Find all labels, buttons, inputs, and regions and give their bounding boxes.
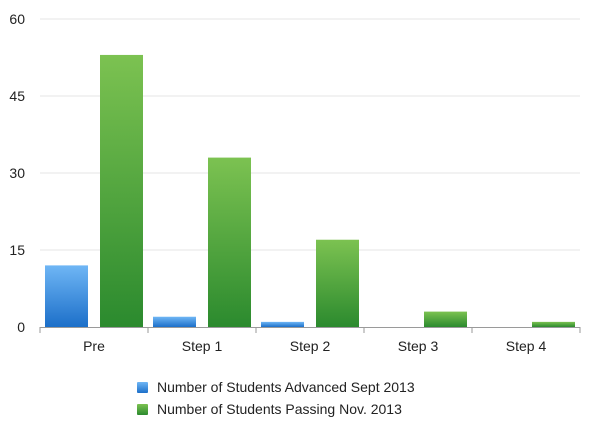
- legend-label-passing: Number of Students Passing Nov. 2013: [157, 401, 402, 417]
- bar-passing-step-4: [532, 321, 575, 327]
- legend-swatch-blue: [137, 381, 148, 393]
- bar-passing-step-3: [424, 311, 467, 327]
- x-tick-label: Step 4: [506, 338, 547, 354]
- bar-advanced-step-1: [153, 316, 196, 327]
- y-tick-label: 60: [9, 11, 25, 27]
- bars: [45, 54, 575, 327]
- y-tick-label: 15: [9, 242, 25, 258]
- y-tick-label: 45: [9, 88, 25, 104]
- legend-item-passing: Number of Students Passing Nov. 2013: [137, 398, 415, 420]
- legend-item-advanced: Number of Students Advanced Sept 2013: [137, 376, 415, 398]
- x-tick-label: Step 2: [290, 338, 331, 354]
- bar-advanced-step-2: [261, 321, 304, 327]
- legend-swatch-green: [137, 403, 148, 415]
- y-tick-label: 0: [17, 319, 25, 335]
- y-tick-label: 30: [9, 165, 25, 181]
- x-tick-label: Pre: [83, 338, 105, 354]
- legend: Number of Students Advanced Sept 2013 Nu…: [137, 376, 415, 420]
- y-axis-ticks: 0 15 30 45 60: [9, 11, 25, 335]
- bar-advanced-pre: [45, 265, 88, 327]
- legend-label-advanced: Number of Students Advanced Sept 2013: [157, 379, 415, 395]
- x-tick-label: Step 3: [398, 338, 439, 354]
- bar-passing-step-2: [316, 239, 359, 327]
- bar-passing-pre: [100, 54, 143, 327]
- x-tick-label: Step 1: [182, 338, 223, 354]
- bar-passing-step-1: [208, 157, 251, 327]
- x-axis-ticks: Pre Step 1 Step 2 Step 3 Step 4: [39, 327, 581, 354]
